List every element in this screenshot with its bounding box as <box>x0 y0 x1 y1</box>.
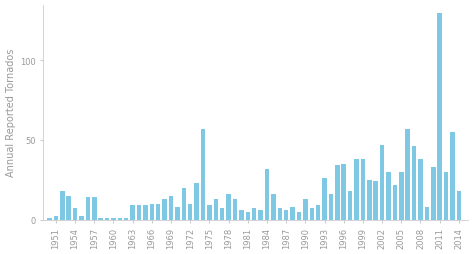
Bar <box>214 199 218 220</box>
Bar <box>86 197 90 220</box>
Bar <box>328 194 333 220</box>
Bar <box>201 129 205 220</box>
Bar <box>73 209 77 220</box>
Bar <box>105 218 109 220</box>
Bar <box>405 129 410 220</box>
Bar <box>137 205 141 220</box>
Bar <box>130 205 135 220</box>
Bar <box>399 172 403 220</box>
Bar <box>418 160 423 220</box>
Bar <box>438 13 442 220</box>
Bar <box>290 207 295 220</box>
Bar <box>258 210 263 220</box>
Bar <box>456 191 461 220</box>
Bar <box>156 204 161 220</box>
Bar <box>169 196 173 220</box>
Bar <box>47 218 52 220</box>
Bar <box>354 160 359 220</box>
Bar <box>54 216 58 220</box>
Bar <box>92 197 97 220</box>
Bar <box>386 172 391 220</box>
Bar <box>380 145 384 220</box>
Bar <box>66 196 71 220</box>
Bar <box>316 205 320 220</box>
Bar <box>284 210 288 220</box>
Bar <box>265 169 269 220</box>
Bar <box>99 218 103 220</box>
Bar <box>322 179 327 220</box>
Bar <box>367 180 372 220</box>
Bar <box>303 199 308 220</box>
Bar <box>220 209 224 220</box>
Bar <box>175 207 180 220</box>
Bar <box>450 132 455 220</box>
Bar <box>60 191 64 220</box>
Bar <box>239 210 244 220</box>
Bar <box>207 205 212 220</box>
Bar <box>252 209 256 220</box>
Bar <box>118 218 122 220</box>
Bar <box>271 194 275 220</box>
Bar <box>277 209 282 220</box>
Bar <box>194 183 199 220</box>
Bar <box>188 204 192 220</box>
Bar <box>412 147 416 220</box>
Bar <box>246 212 250 220</box>
Bar <box>150 204 154 220</box>
Bar <box>297 212 301 220</box>
Y-axis label: Annual Reported Tornados: Annual Reported Tornados <box>6 49 16 177</box>
Bar <box>310 209 314 220</box>
Bar <box>111 218 116 220</box>
Bar <box>163 199 167 220</box>
Bar <box>444 172 448 220</box>
Bar <box>182 188 186 220</box>
Bar <box>361 160 365 220</box>
Bar <box>341 164 346 220</box>
Bar <box>79 216 84 220</box>
Bar <box>425 207 429 220</box>
Bar <box>233 199 237 220</box>
Bar <box>335 166 339 220</box>
Bar <box>143 205 148 220</box>
Bar <box>227 194 231 220</box>
Bar <box>431 167 436 220</box>
Bar <box>374 182 378 220</box>
Bar <box>392 185 397 220</box>
Bar <box>124 218 128 220</box>
Bar <box>348 191 352 220</box>
